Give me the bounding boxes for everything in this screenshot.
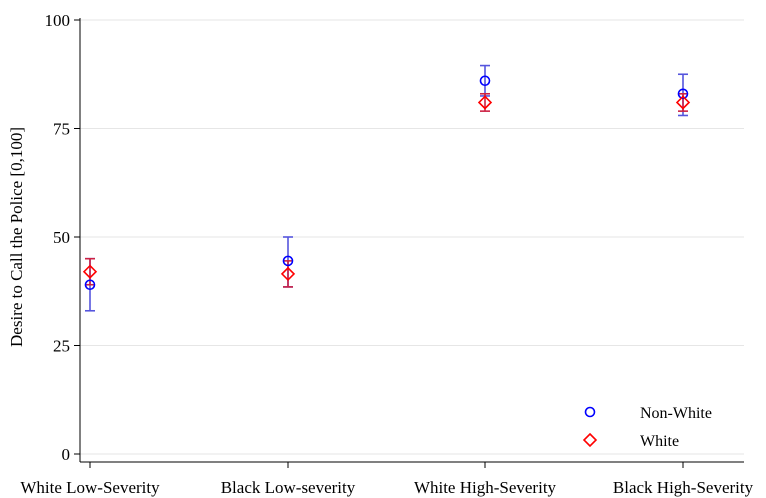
point-non-white-3 bbox=[479, 75, 491, 87]
x-tick-label-4: Black High-Severity bbox=[613, 478, 754, 497]
x-tick-label-1: White Low-Severity bbox=[20, 478, 160, 497]
legend-label-white: White bbox=[640, 433, 679, 450]
grid-lines bbox=[80, 19, 744, 455]
x-ticks: White Low-Severity Black Low-severity Whit… bbox=[20, 462, 754, 497]
point-non-white-1 bbox=[84, 279, 96, 291]
legend-marker-white bbox=[582, 432, 598, 448]
y-tick-label-0: 0 bbox=[62, 445, 71, 464]
point-non-white-2 bbox=[282, 255, 294, 267]
x-tick-label-2: Black Low-severity bbox=[221, 478, 356, 497]
point-white-3 bbox=[477, 95, 493, 110]
point-white-2 bbox=[280, 266, 296, 282]
point-white-1 bbox=[82, 264, 98, 279]
y-axis-label: Desire to Call the Police [0,100] bbox=[7, 127, 26, 347]
x-tick-label-3: White High-Severity bbox=[414, 478, 557, 497]
y-tick-label-100: 100 bbox=[45, 11, 71, 30]
point-white-4 bbox=[675, 95, 691, 110]
data-markers bbox=[82, 75, 691, 291]
point-non-white-4 bbox=[677, 88, 689, 100]
y-tick-label-75: 75 bbox=[53, 120, 70, 139]
legend: Non-White White bbox=[582, 405, 712, 450]
legend-marker-non-white bbox=[584, 406, 596, 418]
y-tick-label-25: 25 bbox=[53, 337, 70, 356]
errorbar-non-white-3 bbox=[480, 64, 490, 97]
y-ticks: 0 25 50 75 100 bbox=[45, 11, 80, 464]
legend-label-non-white: Non-White bbox=[640, 405, 712, 422]
error-bars bbox=[85, 64, 688, 312]
y-tick-label-50: 50 bbox=[53, 228, 70, 247]
